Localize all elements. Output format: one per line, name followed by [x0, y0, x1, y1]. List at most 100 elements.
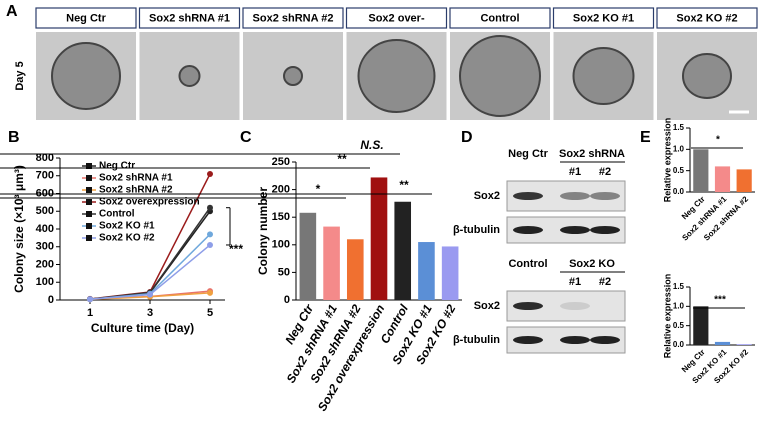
- bar: [299, 212, 317, 300]
- row-label: Sox2: [474, 190, 500, 202]
- image-label: Sox2 shRNA #2: [253, 12, 334, 24]
- band: [513, 336, 543, 344]
- colony: [459, 35, 541, 117]
- band: [513, 226, 543, 234]
- x-axis-label: Culture time (Day): [91, 321, 194, 335]
- image-label: Sox2 KO #1: [573, 12, 634, 24]
- x-tick-label: 1: [87, 307, 93, 319]
- band: [560, 302, 590, 310]
- annotation: *: [716, 135, 720, 146]
- colony: [51, 42, 121, 110]
- annotation: **: [337, 152, 347, 166]
- row-label: β-tubulin: [453, 224, 500, 236]
- annotation: *: [316, 182, 321, 196]
- bar: [714, 341, 731, 345]
- label-box: [138, 7, 241, 29]
- y-tick-label: 0.5: [673, 166, 685, 175]
- y-tick-label: 0.0: [673, 340, 685, 349]
- bar: [736, 344, 752, 345]
- label-box: [449, 7, 551, 29]
- panel-letter: A: [6, 3, 18, 20]
- legend-label: Sox2 shRNA #2: [99, 185, 173, 196]
- legend-label: Sox2 KO #1: [99, 221, 155, 232]
- legend-marker: [86, 223, 92, 229]
- row-label: Day 5: [14, 61, 26, 90]
- data-point: [207, 170, 213, 177]
- y-axis-label: Colony size (×10³ μm³): [12, 165, 26, 293]
- band: [513, 302, 543, 310]
- legend-marker: [86, 199, 92, 205]
- y-tick-label: 150: [272, 211, 290, 223]
- panel-a-images: Neg Ctr Sox2 shRNA #1 Sox2 shRNA #2 Sox2 ov…: [35, 7, 758, 120]
- band: [560, 192, 590, 200]
- band: [590, 336, 620, 344]
- image-label: Sox2 over-: [368, 12, 425, 24]
- y-tick-label: 100: [36, 276, 54, 288]
- sublane-label: #1: [569, 166, 581, 178]
- colony: [357, 39, 436, 113]
- row-label: β-tubulin: [453, 334, 500, 346]
- image-label: Control: [480, 12, 519, 24]
- y-tick-label: 800: [36, 152, 54, 164]
- bar: [346, 239, 364, 300]
- lane-label: Sox2 KO: [569, 258, 615, 270]
- row-label: Sox2: [474, 300, 500, 312]
- band: [560, 226, 590, 234]
- y-tick-label: 1.5: [673, 123, 685, 132]
- y-tick-label: 250: [272, 156, 290, 168]
- y-tick-label: 200: [36, 258, 54, 270]
- lane-label: Neg Ctr: [508, 148, 548, 160]
- panel-d-blots: Neg Ctr Sox2 shRNA #1 #2 Sox2 β-tubulin Contro…: [453, 148, 626, 354]
- x-tick-label: 5: [207, 307, 213, 319]
- legend-label: Neg Ctr: [99, 161, 135, 172]
- annotation: ***: [229, 242, 243, 256]
- y-tick-label: 100: [272, 239, 290, 251]
- bar: [394, 201, 412, 300]
- annotation: **: [399, 178, 409, 192]
- lane-label: Control: [508, 258, 547, 270]
- legend-label: Sox2 KO #2: [99, 233, 155, 244]
- y-tick-label: 50: [278, 266, 290, 278]
- legend-label: Sox2 shRNA #1: [99, 173, 173, 184]
- annotation: ***: [714, 295, 726, 306]
- panel-letter: E: [640, 129, 651, 146]
- label-box: [552, 7, 655, 29]
- y-tick-label: 0: [284, 294, 290, 306]
- band: [590, 226, 620, 234]
- panel-letter: C: [240, 129, 252, 146]
- colony: [682, 53, 732, 99]
- y-tick-label: 0.0: [673, 187, 685, 196]
- legend-marker: [86, 235, 92, 241]
- y-tick-label: 500: [36, 205, 54, 217]
- sublane-label: #2: [599, 276, 611, 288]
- y-axis-label: Relative expression: [662, 118, 672, 203]
- x-tick-label: 3: [147, 307, 153, 319]
- y-tick-label: 300: [36, 241, 54, 253]
- label-box: [345, 7, 448, 29]
- bar: [370, 177, 388, 300]
- band: [560, 336, 590, 344]
- y-axis-label: Relative expression: [662, 274, 672, 359]
- y-tick-label: 0.5: [673, 321, 685, 330]
- data-point: [87, 296, 93, 303]
- legend-marker: [86, 163, 92, 169]
- colony: [572, 47, 635, 105]
- sublane-label: #1: [569, 276, 581, 288]
- y-tick-label: 400: [36, 223, 54, 235]
- bar: [418, 242, 435, 300]
- y-tick-label: 0: [48, 294, 54, 306]
- bar: [736, 169, 752, 192]
- y-axis-label: Colony number: [256, 187, 270, 275]
- y-tick-label: 600: [36, 187, 54, 199]
- label-box: [35, 7, 137, 29]
- legend-label: Sox2 overexpression: [99, 197, 200, 208]
- lane-label: Sox2 shRNA: [559, 148, 625, 160]
- y-tick-label: 1.0: [673, 301, 685, 310]
- band: [590, 192, 620, 200]
- y-tick-label: 200: [272, 184, 290, 196]
- colony: [178, 65, 201, 87]
- label-box: [656, 7, 758, 29]
- legend-label: Control: [99, 209, 135, 220]
- bar: [441, 246, 459, 300]
